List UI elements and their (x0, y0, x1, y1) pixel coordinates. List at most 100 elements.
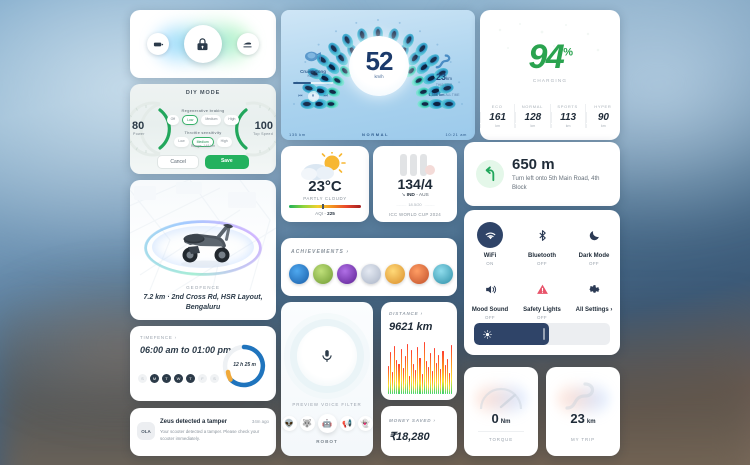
day-chip-tue[interactable]: T (162, 374, 171, 383)
cricket-score-card: 134/4 ↘ IND - AUS 18.5/20 ICC WORLD CUP … (373, 146, 457, 222)
ride-mode: NORMAL (362, 132, 390, 137)
timefence-days[interactable]: S M T W T F S (138, 374, 230, 383)
throttle-options[interactable]: Low Medium High (163, 137, 243, 147)
range-mode-eco: ECO 161 km (480, 104, 514, 128)
achievements-card[interactable]: ACHIEVEMENTS › (281, 238, 457, 296)
bluetooth-icon[interactable] (529, 222, 555, 248)
turn-left-icon (476, 160, 504, 188)
robot-icon[interactable]: 🤖 (317, 414, 337, 433)
day-chip-fri[interactable]: F (198, 374, 207, 383)
day-chip-sun[interactable]: S (138, 374, 147, 383)
alltime-distance-label: ALL TIME (445, 93, 460, 97)
distance-title[interactable]: DISTANCE › (389, 311, 423, 316)
money-saved-title[interactable]: MONEY SAVED › (389, 418, 436, 423)
distance-bar (429, 353, 431, 394)
all-settings-label[interactable]: All Settings › (575, 307, 613, 313)
distance-bar (425, 361, 427, 394)
cricket-score: 134/4 (397, 176, 433, 192)
microphone-icon[interactable] (297, 326, 357, 386)
achievements-row[interactable] (289, 264, 457, 284)
trip-distance-value: 23 (435, 72, 446, 82)
throttle-option-high[interactable]: High (216, 137, 232, 147)
quick-setting-mood-sound[interactable]: Mood Sound OFF (464, 276, 516, 320)
battery-icon[interactable] (147, 33, 170, 55)
mood-sound-state: OFF (485, 315, 495, 320)
distance-card[interactable]: DISTANCE › 9621 km (381, 302, 457, 400)
range-mode-eco-value: 161 (480, 112, 514, 123)
next-track-icon[interactable]: ⏭ (323, 93, 329, 100)
range-mode-eco-unit: km (480, 124, 514, 128)
throttle-label: Throttle sensitivity (184, 130, 222, 135)
notification-title: Zeus detected a tamper (160, 419, 228, 425)
regen-option-off[interactable]: Off (166, 115, 180, 125)
badge-silver-seal[interactable] (361, 264, 381, 284)
badge-green-rider[interactable] (313, 264, 333, 284)
megaphone-icon[interactable]: 📢 (339, 416, 355, 431)
regen-options[interactable]: Off Low Medium High (163, 115, 243, 125)
badge-purple-star[interactable] (337, 264, 357, 284)
day-chip-sat[interactable]: S (210, 374, 219, 383)
throttle-option-medium[interactable]: Medium (191, 137, 214, 147)
play-pause-icon[interactable]: ⏸ (307, 90, 319, 102)
navigation-card: 650 m Turn left onto 5th Main Road, 4th … (464, 142, 620, 206)
cricket-icon (400, 154, 435, 176)
music-progress[interactable] (293, 82, 333, 84)
quick-setting-wifi[interactable]: WiFi ON (464, 222, 516, 266)
distance-bar (434, 348, 436, 394)
money-saved-card[interactable]: MONEY SAVED › ₹18,280 (381, 406, 457, 456)
day-chip-wed[interactable]: W (174, 374, 183, 383)
range-mode-sports-value: 113 (550, 112, 585, 123)
quick-setting-safety-lights[interactable]: Safety Lights OFF (516, 276, 568, 320)
brightness-slider[interactable] (474, 323, 610, 345)
alien-icon[interactable]: 👽 (281, 416, 297, 431)
regen-option-low[interactable]: Low (182, 115, 199, 125)
charge-percent: 94% (480, 38, 620, 77)
cat-icon[interactable]: 🐺 (299, 416, 315, 431)
quick-setting-all-settings[interactable]: All Settings › (568, 276, 620, 320)
speed-unit: km/h (374, 74, 384, 79)
distance-bar (413, 364, 415, 394)
aqi-readout: AQI - 225 (281, 211, 369, 216)
notification-card[interactable]: OLA Zeus detected a tamper 34m ago Your … (130, 408, 276, 456)
day-chip-thu[interactable]: T (186, 374, 195, 383)
prev-track-icon[interactable]: ⏮ (297, 93, 303, 100)
torque-label: TORQUE (488, 437, 514, 442)
badge-explorer[interactable] (385, 264, 405, 284)
distance-bar (396, 360, 398, 394)
badge-sunset[interactable] (409, 264, 429, 284)
distance-bar (406, 344, 408, 394)
speaker-icon[interactable] (477, 276, 503, 302)
badge-mountain[interactable] (433, 264, 453, 284)
brightness-icon (483, 329, 492, 339)
badge-level-4[interactable] (289, 264, 309, 284)
regen-option-high[interactable]: High (224, 115, 240, 125)
cancel-button[interactable]: Cancel (157, 155, 199, 169)
throttle-option-low[interactable]: Low (174, 137, 189, 147)
music-widget[interactable]: Cruise Song Kallivar ⏮ ⏸ ⏭ (287, 50, 339, 102)
cricket-team-batting: IND (406, 193, 415, 198)
moon-icon[interactable] (581, 222, 607, 248)
seat-icon[interactable] (236, 33, 259, 55)
distance-bar (446, 359, 448, 394)
safety-lights-label: Safety Lights (523, 307, 561, 313)
quick-setting-bluetooth[interactable]: Bluetooth OFF (516, 222, 568, 266)
ghost-icon[interactable]: 👻 (357, 416, 373, 431)
regen-option-medium[interactable]: Medium (201, 115, 222, 125)
voice-filter-options[interactable]: 👽 🐺 🤖 📢 👻 (281, 414, 373, 433)
save-button[interactable]: Save (204, 155, 249, 169)
range-mode-hyper-value: 90 (585, 112, 620, 123)
gear-icon[interactable] (581, 276, 607, 302)
geofence-address: 7.2 km · 2nd Cross Rd, HSR Layout, Benga… (143, 294, 263, 311)
cricket-team-opponent: - AUS (416, 193, 429, 198)
lock-icon[interactable] (183, 25, 222, 63)
achievements-title[interactable]: ACHIEVEMENTS › (291, 249, 350, 255)
torque-divider (478, 431, 524, 432)
day-chip-mon[interactable]: M (150, 374, 159, 383)
warning-triangle-icon[interactable] (529, 276, 555, 302)
timefence-title[interactable]: TIMEFENCE › (140, 335, 177, 340)
wifi-icon[interactable] (477, 222, 503, 248)
geofence-label: GEOFENCE (186, 285, 220, 290)
quick-setting-dark-mode[interactable]: Dark Mode OFF (568, 222, 620, 266)
distance-bar (419, 358, 421, 394)
range-mode-hyper: HYPER 90 km (584, 104, 620, 128)
